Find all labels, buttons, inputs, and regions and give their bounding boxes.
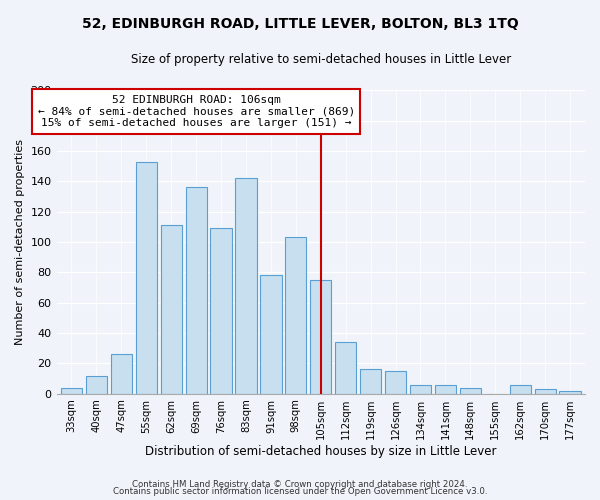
- Bar: [235, 178, 257, 394]
- Bar: [185, 188, 207, 394]
- Y-axis label: Number of semi-detached properties: Number of semi-detached properties: [15, 139, 25, 345]
- Bar: [435, 384, 456, 394]
- Bar: [509, 384, 531, 394]
- Bar: [559, 390, 581, 394]
- Bar: [310, 280, 331, 394]
- Bar: [86, 376, 107, 394]
- Bar: [211, 228, 232, 394]
- Bar: [410, 384, 431, 394]
- Bar: [136, 162, 157, 394]
- Text: Contains public sector information licensed under the Open Government Licence v3: Contains public sector information licen…: [113, 487, 487, 496]
- Text: Contains HM Land Registry data © Crown copyright and database right 2024.: Contains HM Land Registry data © Crown c…: [132, 480, 468, 489]
- Bar: [535, 389, 556, 394]
- Text: 52, EDINBURGH ROAD, LITTLE LEVER, BOLTON, BL3 1TQ: 52, EDINBURGH ROAD, LITTLE LEVER, BOLTON…: [82, 18, 518, 32]
- Bar: [285, 238, 307, 394]
- Bar: [385, 371, 406, 394]
- Bar: [335, 342, 356, 394]
- Text: 52 EDINBURGH ROAD: 106sqm
← 84% of semi-detached houses are smaller (869)
15% of: 52 EDINBURGH ROAD: 106sqm ← 84% of semi-…: [38, 95, 355, 128]
- Bar: [161, 226, 182, 394]
- Title: Size of property relative to semi-detached houses in Little Lever: Size of property relative to semi-detach…: [131, 52, 511, 66]
- Bar: [360, 370, 381, 394]
- X-axis label: Distribution of semi-detached houses by size in Little Lever: Distribution of semi-detached houses by …: [145, 444, 497, 458]
- Bar: [460, 388, 481, 394]
- Bar: [61, 388, 82, 394]
- Bar: [111, 354, 132, 394]
- Bar: [260, 276, 281, 394]
